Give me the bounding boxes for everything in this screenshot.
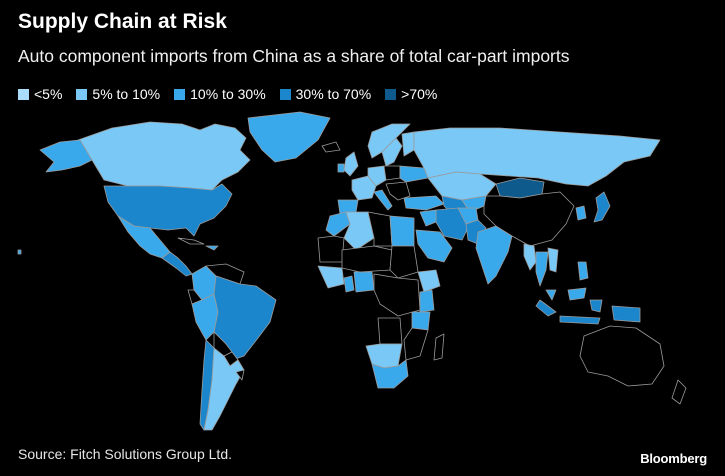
south-africa	[371, 359, 409, 389]
southern-africa	[365, 343, 403, 369]
balkans	[385, 181, 411, 201]
korea	[575, 205, 587, 221]
thailand	[535, 251, 549, 287]
madagascar	[433, 333, 445, 361]
caribbean	[205, 245, 219, 251]
ethiopia	[417, 269, 441, 293]
greenland	[247, 111, 331, 163]
legend-item-10-30: 10% to 30%	[174, 86, 266, 102]
germany	[367, 165, 387, 187]
west-africa	[317, 265, 345, 289]
egypt	[389, 215, 415, 247]
poland	[383, 165, 401, 181]
united-kingdom	[343, 151, 359, 177]
kenya	[419, 289, 435, 313]
source-note: Source: Fitch Solutions Group Ltd.	[18, 446, 232, 462]
chart-title: Supply Chain at Risk	[18, 10, 227, 33]
ireland	[337, 163, 345, 173]
morocco	[325, 211, 351, 237]
china	[483, 191, 575, 247]
india	[475, 225, 513, 285]
malaysia	[545, 287, 587, 301]
brazil	[213, 275, 277, 361]
legend-item-5-10: 5% to 10%	[76, 86, 160, 102]
angola	[377, 317, 403, 345]
iraq	[419, 209, 437, 227]
tanzania	[411, 311, 431, 331]
legend-swatch	[76, 88, 88, 100]
legend-swatch	[174, 88, 186, 100]
finland	[401, 131, 415, 157]
indonesia	[535, 299, 641, 325]
uruguay	[235, 369, 245, 381]
japan	[593, 191, 611, 223]
nigeria	[353, 271, 375, 293]
new-zealand	[671, 379, 687, 405]
hawaii	[17, 249, 22, 255]
vietnam	[547, 247, 559, 273]
legend-swatch	[18, 88, 29, 100]
italy	[373, 189, 393, 211]
west-sahara-mauritania	[317, 235, 345, 263]
legend-item-gt70: >70%	[385, 86, 437, 102]
bloomberg-logo: Bloomberg	[640, 451, 707, 466]
iceland	[321, 141, 341, 153]
argentina	[203, 347, 245, 431]
philippines	[577, 261, 589, 281]
legend-label: 30% to 70%	[295, 86, 372, 102]
turkey	[403, 195, 445, 211]
mali-niger	[341, 245, 393, 273]
ghana	[343, 275, 355, 293]
legend-item-lt5: <5%	[18, 86, 62, 102]
legend-label: 5% to 10%	[92, 86, 161, 102]
alaska	[39, 139, 93, 173]
australia	[579, 325, 665, 387]
central-africa	[373, 273, 421, 317]
cuba	[177, 237, 205, 245]
legend-item-30-70: 30% to 70%	[279, 86, 372, 102]
libya	[367, 211, 393, 247]
legend-label: >70%	[401, 86, 438, 102]
sudan	[389, 245, 419, 279]
ukraine	[399, 165, 429, 183]
legend-label: <5%	[34, 86, 63, 102]
sweden	[381, 137, 403, 167]
world-map	[17, 111, 687, 431]
mozambique	[403, 327, 429, 361]
chart-subtitle: Auto component imports from China as a s…	[18, 46, 570, 66]
legend-swatch	[279, 88, 291, 100]
legend: <5% 5% to 10% 10% to 30% 30% to 70% >70%	[18, 86, 437, 102]
myanmar	[523, 243, 537, 271]
united-states	[103, 183, 233, 237]
saudi-arabia	[415, 229, 453, 263]
legend-label: 10% to 30%	[190, 86, 266, 102]
venezuela	[205, 263, 245, 285]
central-america	[161, 251, 193, 277]
canada	[77, 121, 251, 191]
legend-swatch	[385, 88, 397, 100]
